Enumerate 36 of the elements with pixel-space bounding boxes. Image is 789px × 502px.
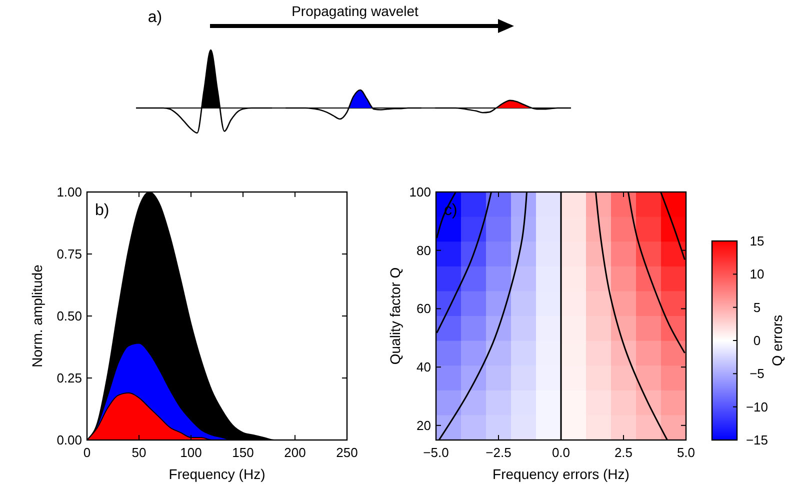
y-tick-label: 0.50 xyxy=(56,308,82,324)
y-tick-label: 80 xyxy=(416,242,431,258)
color-bar-label: −10 xyxy=(746,399,768,414)
y-tick-label: 40 xyxy=(416,360,431,375)
y-axis-title: Quality factor Q xyxy=(387,267,403,365)
color-bar-label: −15 xyxy=(746,432,768,448)
x-tick-label: 2.5 xyxy=(614,445,633,460)
x-tick-label: 5.0 xyxy=(676,445,696,460)
x-tick-label: 150 xyxy=(232,445,254,460)
color-bar-label: −5 xyxy=(750,366,764,382)
text: b) xyxy=(95,202,110,219)
x-tick-label: 0.0 xyxy=(552,445,570,460)
y-axis-title: Norm. amplitude xyxy=(29,264,45,368)
x-tick-label: 250 xyxy=(336,445,358,460)
y-tick-label: 0.00 xyxy=(56,432,82,448)
chart-title: a) xyxy=(148,9,162,26)
color-bar-title: Q errors xyxy=(769,314,785,366)
color-bar-label: 10 xyxy=(750,266,764,282)
x-tick-label: 100 xyxy=(180,445,202,460)
y-tick-label: 1.00 xyxy=(56,184,82,200)
y-tick-label: 60 xyxy=(416,301,431,316)
color-bar-label: 15 xyxy=(750,234,764,248)
x-tick-label: 200 xyxy=(284,445,306,460)
y-tick-label: 20 xyxy=(416,418,431,433)
x-axis-title: Frequency (Hz) xyxy=(168,466,266,482)
y-tick-label: 0.25 xyxy=(56,370,82,386)
y-tick-label: 0.75 xyxy=(56,246,82,262)
y-tick-label: 100 xyxy=(409,184,431,200)
x-tick-label: 0 xyxy=(83,445,91,460)
x-axis-title: Frequency errors (Hz) xyxy=(492,466,630,482)
x-tick-label: −2.5 xyxy=(486,445,512,460)
x-tick-label: 50 xyxy=(132,445,146,460)
x-tick-label: −5.0 xyxy=(423,445,449,460)
text: Propagating wavelet xyxy=(292,3,419,19)
color-bar-label: 5 xyxy=(753,300,761,315)
color-bar-label: 0 xyxy=(753,333,761,348)
